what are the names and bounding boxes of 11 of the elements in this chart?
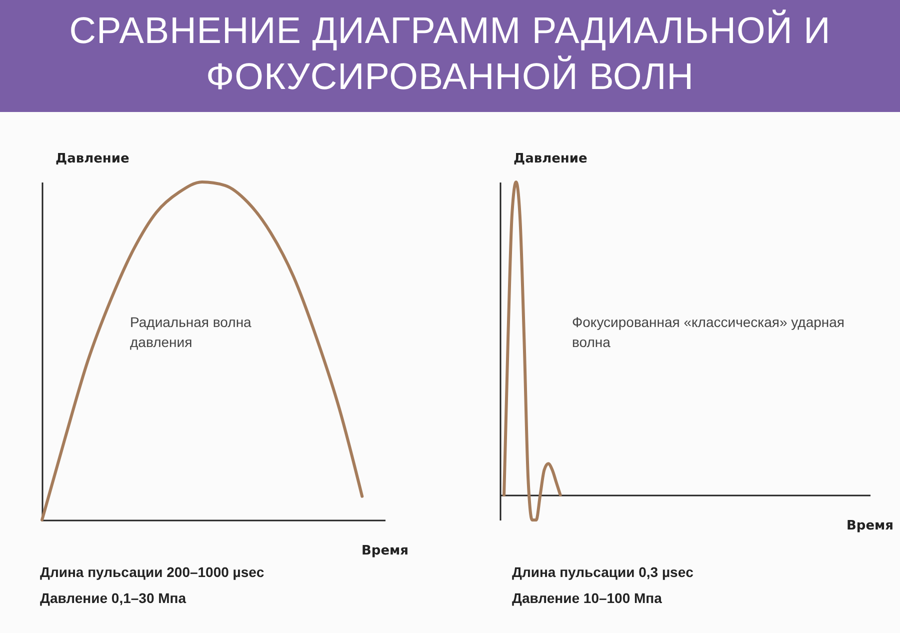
- text: Длина пульсации 200–1000 µsec: [40, 563, 264, 582]
- x-axis-title: Время: [846, 518, 894, 534]
- y-axis-title: Давление: [514, 152, 588, 166]
- y-axis-title: Давление: [56, 152, 130, 166]
- text: Давление 0,1–30 Мпа: [40, 589, 188, 608]
- text: Фокусированная «классическая» ударная волна: [572, 313, 846, 352]
- series-label: Радиальная волна давления: [130, 313, 252, 352]
- x-axis-title: Время: [361, 544, 408, 558]
- chart-title: СРАВНЕНИЕ ДИАГРАММ РАДИАЛЬНОЙ И ФОКУСИРОВАННОЙ ВОЛН: [0, 0, 900, 112]
- text: Давление 10–100 Мпа: [512, 589, 663, 608]
- text: Длина пульсации 0,3 µsec: [512, 563, 694, 582]
